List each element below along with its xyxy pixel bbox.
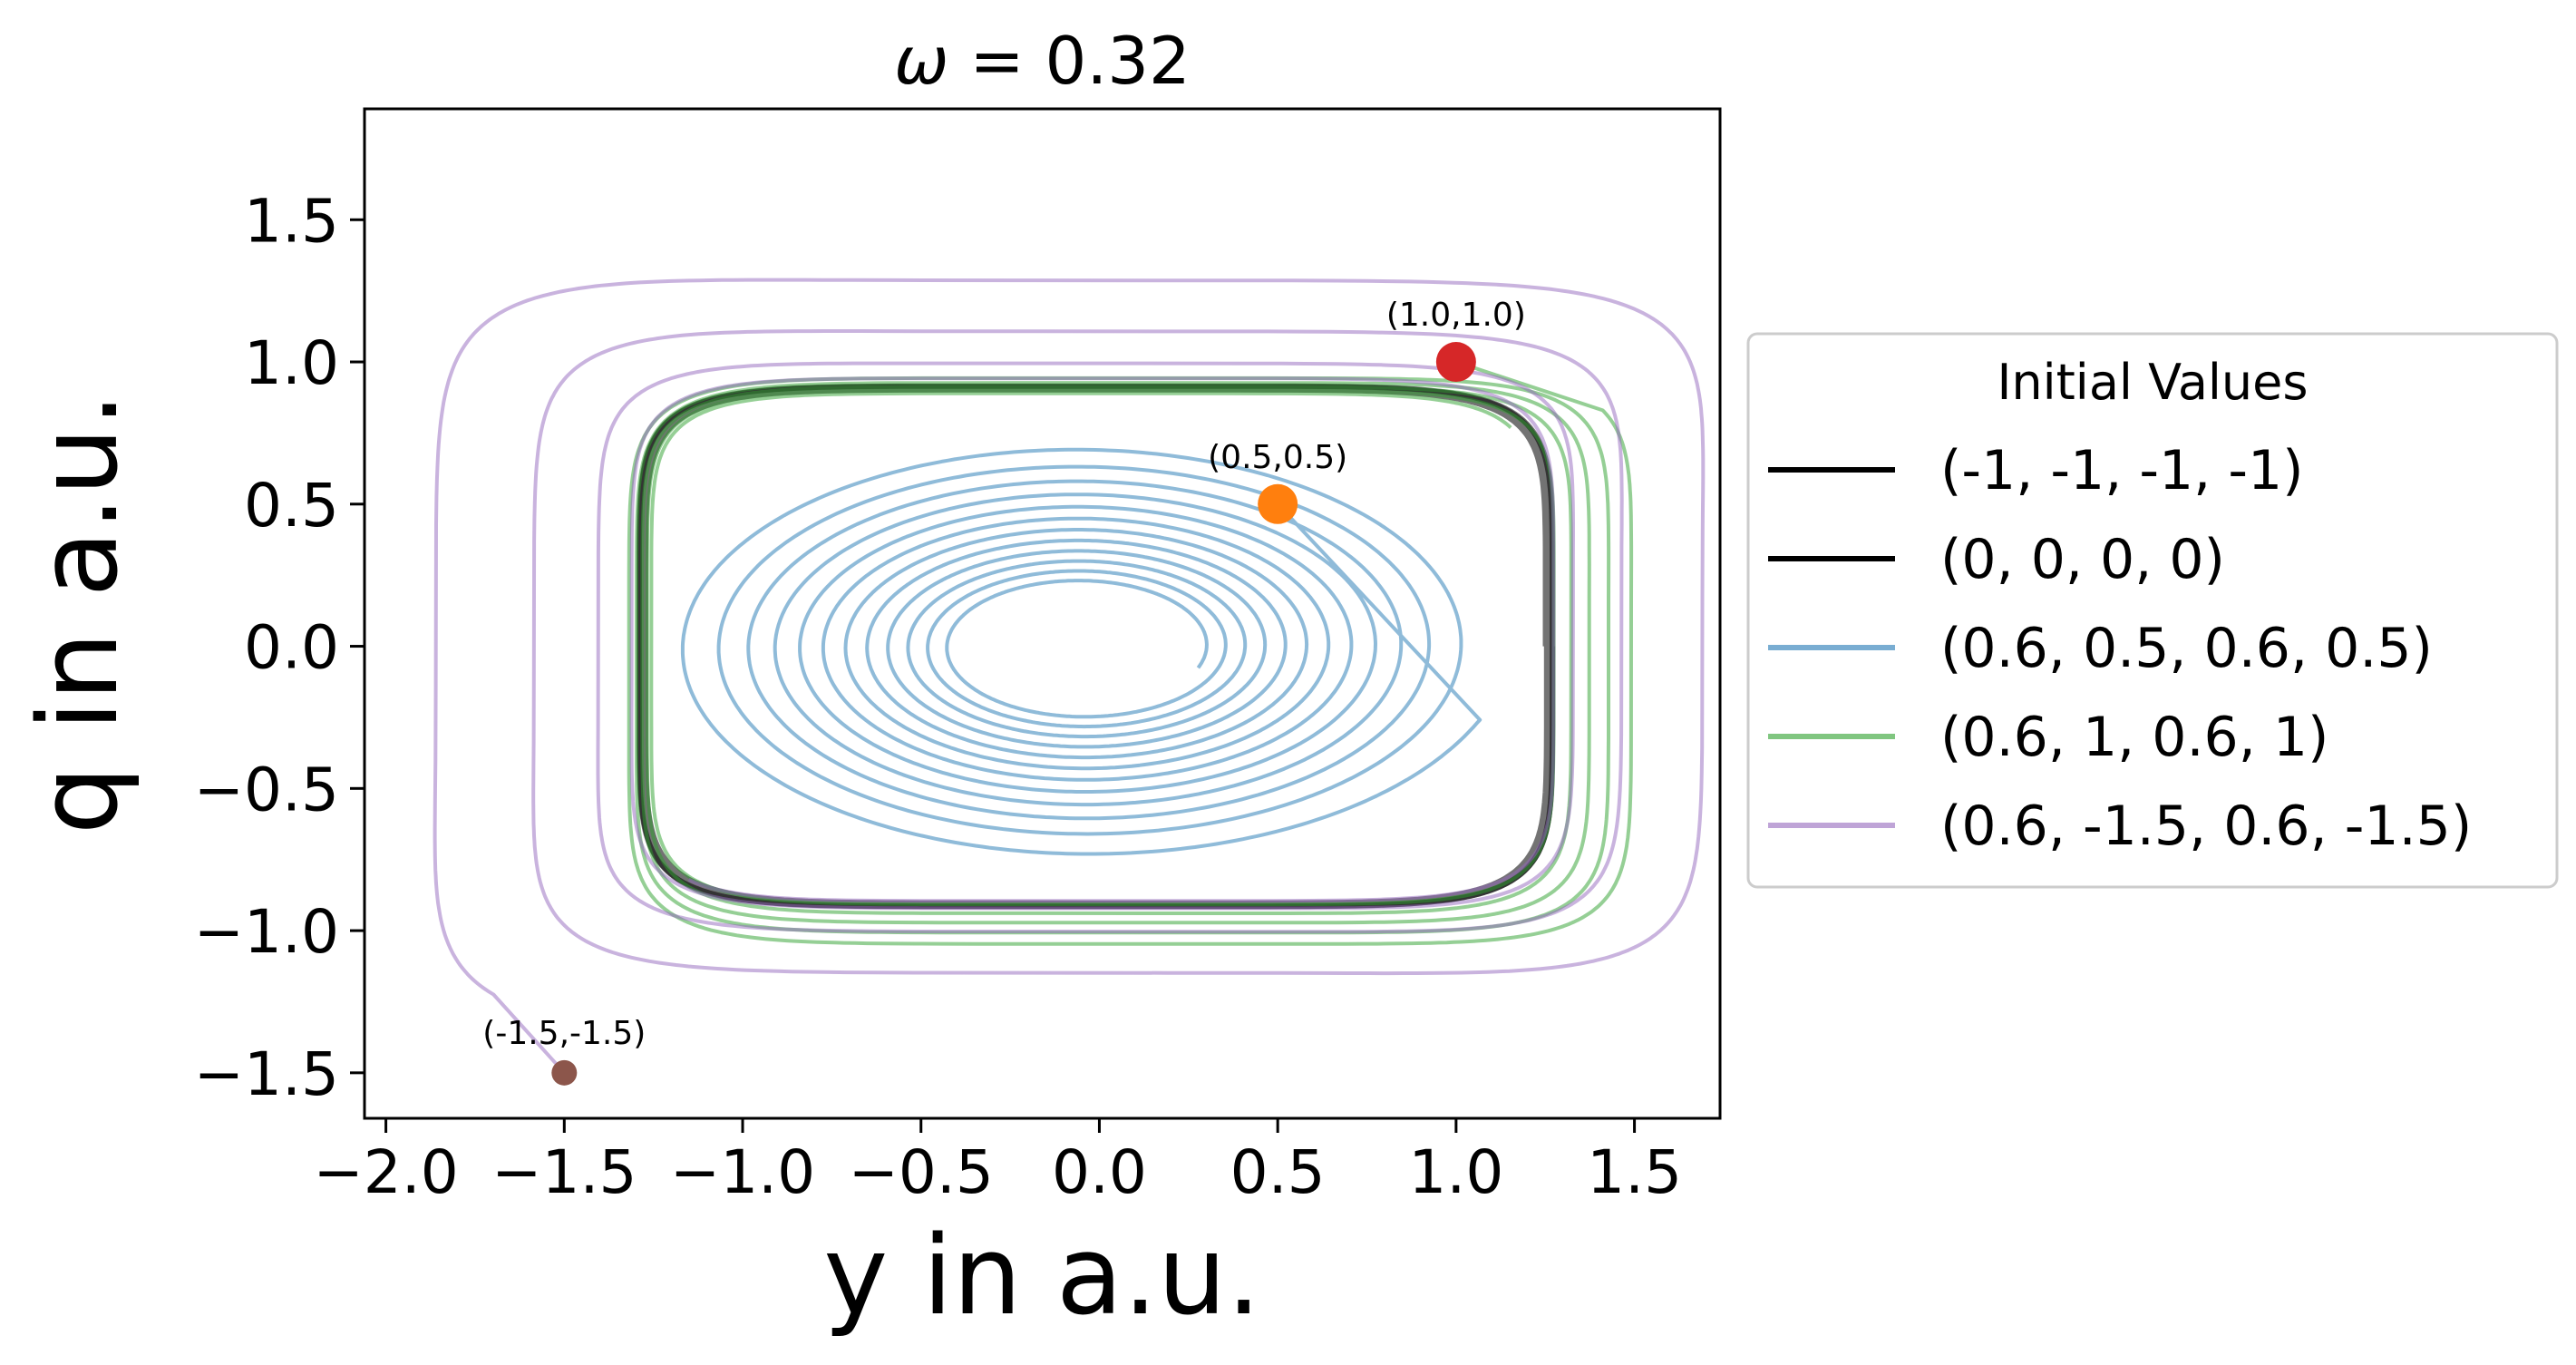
title-variable: ω <box>894 23 948 99</box>
tick-layer: −2.0 −1.5 −1.0 −0.5 0.0 0.5 1.0 1.5 −1.5 −1.0 −0.5… <box>194 186 1682 1207</box>
initial-point-marker <box>1435 342 1476 383</box>
initial-point-marker <box>1258 483 1298 524</box>
y-tick-label: 0.5 <box>244 471 339 541</box>
legend-entry-label: (0.6, 0.5, 0.6, 0.5) <box>1940 617 2433 680</box>
plot-frame <box>363 107 1722 1120</box>
x-tick-label: 1.0 <box>1408 1137 1503 1207</box>
legend-entries: (-1, -1, -1, -1) (0, 0, 0, 0) (0.6, 0.5, 0… <box>1768 439 2472 858</box>
series-line <box>627 360 1634 946</box>
y-tick-label: 0.0 <box>244 613 339 683</box>
initial-point-marker <box>551 1059 578 1086</box>
trajectory-layer <box>433 278 1706 1075</box>
point-annotation: (0.5,0.5) <box>1208 439 1347 476</box>
x-tick-label: −0.5 <box>849 1137 994 1207</box>
x-axis-label: y in a.u. <box>823 1214 1261 1340</box>
marker-layer: (1.0,1.0) (0.5,0.5) (-1.5,-1.5) <box>482 297 1526 1086</box>
x-tick-label: −1.5 <box>491 1137 637 1207</box>
point-annotation: (1.0,1.0) <box>1386 297 1526 334</box>
legend-entry-label: (0.6, -1.5, 0.6, -1.5) <box>1940 795 2472 858</box>
legend-entry-label: (0, 0, 0, 0) <box>1940 528 2225 591</box>
series-line <box>637 384 1556 910</box>
x-tick-label: 1.5 <box>1587 1137 1682 1207</box>
series-line <box>680 447 1482 856</box>
x-tick-label: 0.0 <box>1052 1137 1147 1207</box>
legend: Initial Values (-1, -1, -1, -1) (0, 0, 0,… <box>1746 332 2559 889</box>
legend-entry-label: (-1, -1, -1, -1) <box>1940 439 2304 502</box>
y-tick-label: 1.0 <box>244 328 339 398</box>
point-annotation: (-1.5,-1.5) <box>482 1015 646 1052</box>
legend-title: Initial Values <box>1997 354 2308 411</box>
x-tick-label: −2.0 <box>313 1137 458 1207</box>
y-tick-label: 1.5 <box>244 186 339 256</box>
chart-title: ω = 0.32 <box>894 23 1191 99</box>
legend-entry-label: (0.6, 1, 0.6, 1) <box>1940 706 2328 769</box>
y-tick-label: −0.5 <box>194 755 339 824</box>
x-tick-label: 0.5 <box>1230 1137 1326 1207</box>
x-tick-label: −1.0 <box>670 1137 815 1207</box>
title-value: = 0.32 <box>948 23 1190 99</box>
y-tick-label: −1.0 <box>194 897 339 967</box>
legend-box <box>1746 332 2559 889</box>
y-tick-label: −1.5 <box>194 1039 339 1109</box>
series-line <box>433 278 1706 1075</box>
y-axis-label: q in a.u. <box>16 393 142 835</box>
